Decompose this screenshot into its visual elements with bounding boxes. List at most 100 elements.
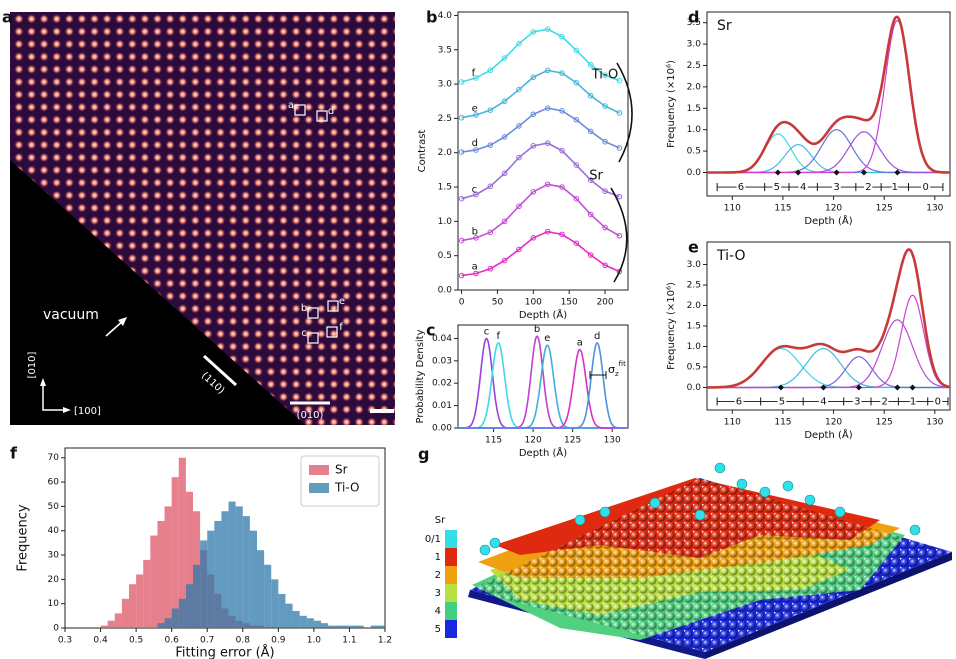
profile-point (544, 228, 551, 235)
panel-label: d (688, 8, 699, 27)
profile-label: d (472, 138, 478, 149)
profile-point (501, 55, 508, 61)
component-curve (707, 294, 951, 389)
layer-label: 3 (833, 182, 839, 193)
profile-point (501, 218, 508, 225)
legend-swatch (309, 483, 329, 493)
profile-point (458, 195, 465, 202)
profile-point (487, 107, 494, 113)
profile-point (559, 108, 565, 114)
histogram-bar (114, 613, 122, 628)
profile-point (616, 193, 623, 200)
x-tick-label: 100 (525, 298, 542, 308)
y-tick-label: 40 (48, 526, 60, 536)
center-marker (774, 169, 781, 176)
colorbar-label: 3 (435, 588, 441, 599)
profile-point (516, 40, 522, 47)
profile-point (573, 47, 580, 54)
site-box (326, 326, 338, 338)
y-tick-label: 1.5 (687, 104, 701, 114)
profile-point (473, 191, 479, 198)
x-tick-label: 1.1 (342, 636, 356, 646)
plot-frame (457, 11, 629, 291)
histogram-bar (285, 603, 293, 628)
profile-point (573, 195, 580, 202)
profile-point (559, 184, 565, 190)
profile-label: a (472, 262, 478, 273)
y-tick-label: 2.0 (687, 82, 702, 92)
density-label: e (544, 333, 550, 344)
site-label: c (301, 328, 307, 339)
profile-line (461, 107, 620, 153)
profile-label: b (472, 227, 478, 238)
histogram-bar (356, 625, 364, 628)
colorbar-title: Sr (435, 515, 446, 526)
x-tick-label: 150 (561, 298, 578, 308)
y-tick-label: 1.0 (687, 342, 702, 352)
histogram-bar (271, 579, 279, 628)
profile-point (587, 92, 594, 99)
density-label: b (534, 324, 540, 335)
density-label: a (577, 338, 583, 349)
profile-point (559, 33, 565, 40)
colorbar-cell (445, 602, 457, 620)
histogram-bar (335, 625, 343, 628)
panel-label: e (688, 238, 699, 257)
panel-label: b (426, 8, 437, 27)
x-axis-label: Fitting error (Å) (175, 645, 274, 659)
profile-point (501, 170, 508, 177)
stem-image: vacuum [010] [100] (110) (010) a (2, 8, 395, 425)
y-tick-label: 0.04 (432, 334, 452, 344)
histogram-bar (171, 608, 179, 628)
chart-title: Sr (717, 18, 732, 34)
x-axis-label: Depth (Å) (804, 214, 852, 227)
panel-label: a (2, 8, 13, 27)
x-tick-label: 1.2 (378, 636, 392, 646)
colorbar-label: 1 (435, 552, 441, 563)
profile-point (616, 232, 623, 239)
histogram-bar (235, 506, 243, 628)
x-tick-label: 125 (876, 204, 893, 214)
arrow-head (63, 407, 71, 413)
x-tick-label: 115 (774, 204, 791, 214)
y-tick-label: 2.5 (687, 281, 701, 291)
histogram-bar (242, 516, 250, 628)
profile-point (602, 188, 608, 194)
histogram-bar (228, 501, 236, 628)
histogram-bar (157, 520, 165, 628)
x-tick-label: 0.4 (93, 636, 108, 646)
x-tick-label: 0.9 (271, 636, 286, 646)
plot-frame (706, 11, 951, 197)
x-axis-label: Depth (Å) (519, 446, 567, 459)
panel-label: g (418, 445, 429, 464)
histogram-bar (328, 625, 336, 628)
sigma-sub: z (615, 370, 619, 378)
y-axis-label: Frequency (×10⁶) (666, 282, 677, 370)
arrow-head (40, 378, 46, 386)
histogram-bar (221, 511, 229, 628)
profile-point (616, 145, 623, 151)
colorbar-cell (445, 548, 457, 566)
bracket (610, 187, 628, 283)
y-axis-label: Frequency (16, 504, 31, 571)
y-tick-label: 1.0 (438, 217, 453, 227)
center-marker (777, 384, 784, 391)
component-curve (707, 129, 950, 174)
layer-label: 1 (910, 396, 916, 407)
layer-label: 2 (865, 182, 871, 193)
profile-point (458, 114, 465, 121)
x-tick-label: 0.6 (165, 636, 180, 646)
x-tick-label: 120 (825, 204, 842, 214)
layer-label: 0 (923, 182, 929, 193)
y-tick-label: 2.5 (687, 61, 701, 71)
y-tick-label: 0.0 (687, 383, 702, 393)
histogram-bar (200, 540, 208, 628)
y-tick-label: 10 (48, 599, 60, 609)
density-label: d (594, 331, 600, 342)
profile-point (544, 140, 551, 146)
histogram-bar (349, 625, 357, 628)
colorbar-label: 2 (435, 570, 441, 581)
histogram-bar (178, 457, 186, 628)
profile-point (530, 143, 537, 149)
